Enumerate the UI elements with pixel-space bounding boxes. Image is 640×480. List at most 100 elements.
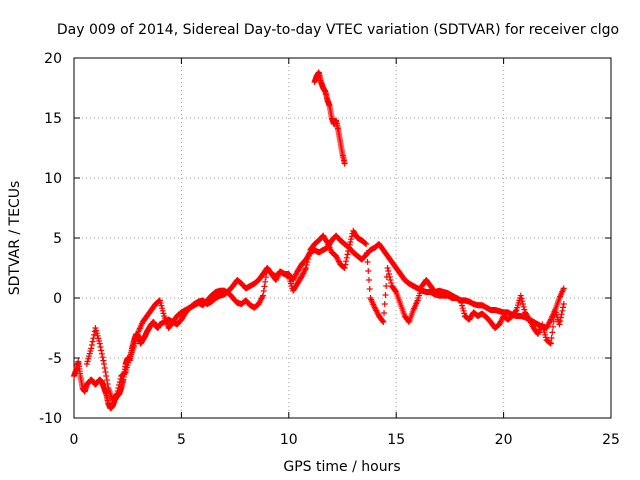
x-tick-labels: 0 5 10 15 20 25 bbox=[70, 432, 620, 448]
data-point bbox=[379, 318, 386, 324]
data-point bbox=[114, 388, 121, 394]
data-point bbox=[380, 319, 387, 325]
data-point bbox=[363, 241, 370, 247]
data-point bbox=[113, 391, 120, 397]
data-point bbox=[385, 268, 392, 274]
data-point bbox=[549, 329, 556, 336]
data-point bbox=[103, 377, 110, 383]
data-point bbox=[342, 261, 349, 268]
x-tick-label: 5 bbox=[177, 432, 186, 448]
x-tick-label: 15 bbox=[387, 432, 405, 448]
y-tick-label: -5 bbox=[48, 351, 62, 367]
data-point bbox=[115, 385, 122, 391]
data-point bbox=[348, 236, 355, 243]
y-tick-label: 15 bbox=[44, 111, 62, 127]
data-point bbox=[381, 301, 388, 307]
data-point bbox=[557, 314, 564, 321]
data-point bbox=[518, 295, 525, 302]
data-point bbox=[384, 265, 391, 271]
data-point bbox=[556, 321, 563, 328]
data-point bbox=[560, 304, 567, 311]
data-point bbox=[116, 382, 123, 388]
data-point bbox=[261, 283, 268, 290]
data-point bbox=[365, 277, 372, 283]
data-point bbox=[345, 248, 352, 254]
data-point bbox=[343, 254, 350, 261]
data-point bbox=[262, 274, 269, 281]
data-point bbox=[100, 357, 107, 364]
data-point bbox=[341, 160, 348, 167]
data-point bbox=[348, 233, 355, 240]
x-axis-label: GPS time / hours bbox=[283, 459, 400, 475]
grid-lines bbox=[74, 58, 611, 418]
data-point bbox=[550, 318, 557, 325]
x-tick-label: 10 bbox=[280, 432, 298, 448]
data-point bbox=[116, 379, 123, 385]
data-point bbox=[103, 373, 110, 379]
data-point bbox=[303, 262, 310, 268]
data-point bbox=[386, 271, 393, 277]
data-point bbox=[548, 335, 555, 341]
data-point bbox=[88, 342, 95, 348]
data-point bbox=[90, 335, 97, 342]
data-point bbox=[560, 285, 567, 292]
data-point bbox=[520, 303, 527, 310]
data-point bbox=[345, 244, 352, 251]
data-point bbox=[96, 340, 103, 347]
y-axis-label: SDTVAR / TECUs bbox=[7, 181, 23, 296]
data-point bbox=[386, 274, 393, 280]
axis-ticks bbox=[73, 57, 612, 419]
data-point bbox=[305, 253, 312, 259]
data-point bbox=[102, 369, 109, 375]
y-tick-label: -10 bbox=[39, 411, 62, 427]
data-point bbox=[517, 292, 524, 299]
data-point bbox=[387, 277, 394, 283]
data-point bbox=[363, 250, 370, 256]
series-secondary bbox=[83, 227, 567, 403]
data-point bbox=[343, 258, 350, 265]
data-point bbox=[260, 292, 267, 299]
data-point bbox=[382, 292, 389, 298]
y-tick-labels: -10 -5 0 5 10 15 20 bbox=[39, 51, 62, 427]
y-tick-label: 20 bbox=[44, 51, 62, 67]
data-point bbox=[341, 265, 348, 271]
data-point bbox=[104, 381, 111, 387]
data-point bbox=[512, 308, 519, 314]
data-point bbox=[101, 361, 108, 367]
data-point bbox=[347, 239, 354, 245]
data-point bbox=[383, 283, 390, 289]
data-point bbox=[97, 344, 104, 350]
data-point bbox=[101, 365, 108, 371]
data-point bbox=[558, 311, 565, 318]
data-point bbox=[388, 280, 395, 286]
series-isolated-high bbox=[311, 69, 348, 167]
data-point bbox=[557, 318, 564, 324]
data-point bbox=[98, 350, 105, 357]
data-point bbox=[365, 268, 372, 274]
data-point bbox=[304, 259, 311, 265]
data-point bbox=[99, 354, 106, 361]
data-point bbox=[98, 347, 105, 354]
data-point bbox=[117, 376, 124, 382]
chart-title: Day 009 of 2014, Sidereal Day-to-day VTE… bbox=[57, 22, 619, 38]
data-point bbox=[306, 250, 313, 256]
data-point bbox=[547, 340, 554, 347]
data-point bbox=[519, 301, 526, 307]
data-point bbox=[302, 265, 309, 271]
data-point bbox=[344, 251, 351, 258]
x-tick-label: 0 bbox=[70, 432, 79, 448]
data-point bbox=[305, 256, 312, 262]
data-point bbox=[381, 310, 388, 316]
data-point bbox=[521, 306, 528, 313]
data-point bbox=[260, 288, 267, 294]
y-tick-label: 5 bbox=[53, 231, 62, 247]
data-point bbox=[560, 301, 567, 307]
data-point bbox=[262, 278, 269, 285]
x-tick-label: 20 bbox=[495, 432, 513, 448]
y-tick-label: 0 bbox=[53, 291, 62, 307]
data-point bbox=[550, 323, 557, 330]
data-point bbox=[366, 286, 373, 292]
data-point bbox=[89, 338, 96, 345]
data-point bbox=[559, 307, 566, 314]
